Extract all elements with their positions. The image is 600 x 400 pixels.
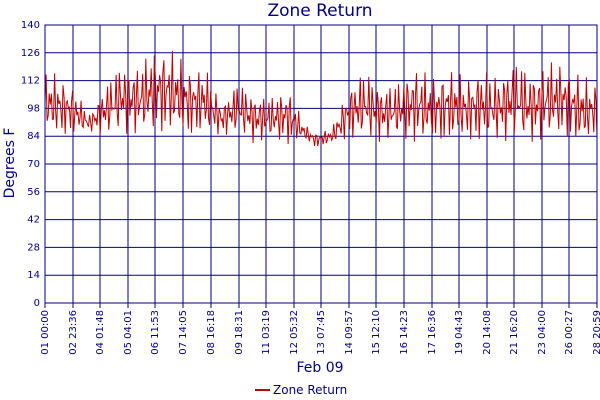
- chart-title: Zone Return: [267, 1, 372, 21]
- x-tick-label: 09 18:31: [234, 310, 245, 355]
- x-tick-label: 17 16:36: [427, 310, 438, 355]
- legend: Zone Return: [255, 383, 347, 397]
- x-tick-label: 12 05:32: [289, 310, 300, 355]
- y-tick-label: 112: [21, 76, 40, 87]
- x-tick-label: 01 00:00: [40, 310, 51, 355]
- y-tick-label: 126: [21, 48, 40, 59]
- x-tick-label: 15 12:10: [371, 310, 382, 355]
- series-line-zone-return: [44, 50, 598, 147]
- x-tick-labels: 01 00:00 02 23:36 04 01:48 05 04:01 06 11:53…: [40, 310, 600, 355]
- x-tick-label: 20 14:08: [482, 310, 493, 355]
- y-tick-label: 0: [34, 298, 40, 309]
- y-tick-label: 140: [21, 20, 40, 31]
- x-tick-label: 14 09:57: [344, 310, 355, 355]
- x-tick-label: 23 04:00: [537, 310, 548, 355]
- y-tick-labels: 0 14 28 42 56 70 84 98 112 126 140: [21, 20, 40, 309]
- x-tick-label: 28 20:59: [592, 310, 600, 355]
- x-tick-label: 08 16:18: [206, 310, 217, 355]
- y-tick-label: 28: [27, 242, 40, 253]
- x-tick-label: 07 14:05: [178, 310, 189, 355]
- x-tick-label: 16 14:23: [399, 310, 410, 355]
- x-tick-label: 04 01:48: [95, 310, 106, 355]
- y-axis-label: Degrees F: [2, 128, 18, 199]
- x-axis-label: Feb 09: [296, 360, 343, 376]
- legend-label: Zone Return: [273, 383, 347, 397]
- plot-frame: [44, 24, 598, 304]
- x-tick-label: 26 00:27: [564, 310, 575, 355]
- x-tick-label: 02 23:36: [68, 310, 79, 355]
- x-tick-label: 19 04:43: [454, 310, 465, 355]
- x-tick-label: 05 04:01: [123, 310, 134, 355]
- x-tick-label: 13 07:45: [316, 310, 327, 355]
- series-group: [44, 50, 598, 147]
- y-tick-label: 98: [27, 103, 40, 114]
- y-tick-label: 56: [27, 187, 40, 198]
- x-tick-label: 11 03:19: [261, 310, 272, 355]
- y-tick-label: 42: [27, 215, 40, 226]
- y-tick-label: 70: [27, 159, 40, 170]
- x-tick-label: 06 11:53: [150, 310, 161, 355]
- x-tick-label: 21 16:20: [509, 310, 520, 355]
- grid: [44, 24, 598, 308]
- y-tick-label: 14: [27, 270, 40, 281]
- y-tick-label: 84: [27, 131, 40, 142]
